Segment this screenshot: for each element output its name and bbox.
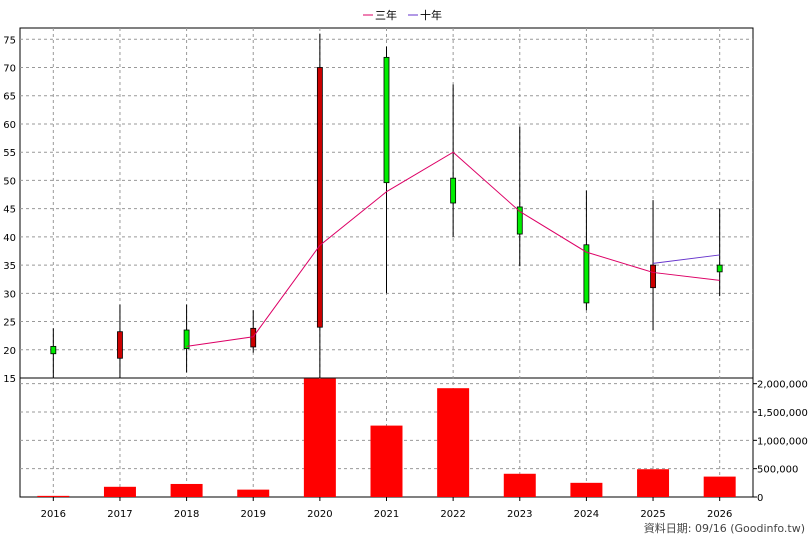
x-axis-ticks: 2016 2017 2018 2019 2020 2021 2022 2023 2024 2025…: [41, 497, 732, 520]
price-tick-label: 55: [3, 148, 16, 159]
x-tick-label: 2026: [707, 509, 732, 520]
price-tick-label: 15: [3, 374, 16, 385]
volume-bars: [37, 378, 736, 497]
volume-bar: [503, 473, 536, 497]
candle-body: [316, 67, 323, 328]
chart-legend: 三年 十年: [363, 8, 442, 22]
volume-bar: [370, 425, 403, 497]
price-tick-label: 70: [3, 64, 16, 75]
volume-bar: [103, 486, 136, 497]
x-tick-label: 2021: [374, 509, 399, 520]
three-year-ma-line: [186, 151, 720, 347]
volume-bar: [170, 483, 203, 497]
volume-bar: [570, 482, 603, 497]
volume-tick-label: 1,500,000: [757, 408, 808, 419]
price-axis-ticks: 15 20 25 30 35 40 45 50 55 60 65 70 75: [3, 35, 16, 385]
volume-bar: [437, 388, 470, 497]
moving-average-lines: [186, 151, 720, 347]
x-tick-label: 2020: [307, 509, 332, 520]
x-tick-label: 2016: [41, 509, 66, 520]
price-tick-label: 30: [3, 289, 16, 300]
price-tick-label: 65: [3, 92, 16, 103]
volume-bar: [703, 476, 736, 497]
data-date-footer: 資料日期: 09/16 (Goodinfo.tw): [644, 521, 805, 535]
ten-year-ma-line: [652, 254, 720, 264]
price-tick-label: 25: [3, 318, 16, 329]
price-tick-label: 50: [3, 176, 16, 187]
volume-axis-ticks: 0 500,000 1,000,000 1,500,000 2,000,000: [753, 380, 808, 504]
x-tick-label: 2024: [574, 509, 599, 520]
legend-label-ten-year: 十年: [420, 8, 442, 22]
price-tick-label: 60: [3, 120, 16, 131]
price-tick-label: 75: [3, 35, 16, 46]
price-tick-label: 40: [3, 233, 16, 244]
x-tick-label: 2025: [640, 509, 665, 520]
volume-tick-label: 1,000,000: [757, 436, 808, 447]
x-tick-label: 2023: [507, 509, 532, 520]
volume-bar: [303, 378, 336, 497]
candle-body: [516, 206, 523, 235]
x-tick-label: 2019: [241, 509, 266, 520]
candle-body: [183, 329, 190, 350]
legend-label-three-year: 三年: [375, 8, 397, 22]
candle-body: [383, 56, 390, 184]
candle-body: [650, 264, 656, 289]
candle-body: [450, 177, 457, 204]
candles: [50, 33, 723, 378]
price-tick-label: 35: [3, 261, 16, 272]
candle-body: [716, 264, 723, 273]
price-tick-label: 20: [3, 346, 16, 357]
x-tick-label: 2017: [107, 509, 132, 520]
candle-body: [50, 345, 57, 355]
volume-bar: [637, 469, 670, 497]
candle-body: [583, 244, 590, 304]
candle-body: [117, 331, 123, 359]
x-tick-label: 2022: [440, 509, 465, 520]
volume-tick-label: 0: [757, 493, 763, 504]
volume-tick-label: 500,000: [757, 465, 798, 476]
volume-bar: [37, 495, 70, 497]
price-tick-label: 45: [3, 205, 16, 216]
x-tick-label: 2018: [174, 509, 199, 520]
volume-tick-label: 2,000,000: [757, 380, 808, 391]
volume-bar: [237, 489, 270, 497]
candle-body: [250, 327, 257, 348]
